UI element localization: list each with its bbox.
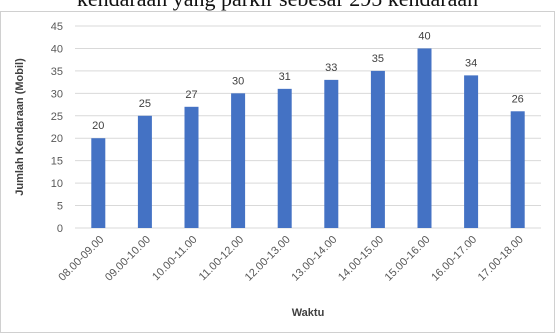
data-label: 40 <box>418 30 430 42</box>
x-tick-label: 10.00-11.00 <box>150 234 199 283</box>
y-tick-label: 40 <box>51 43 63 55</box>
data-label: 33 <box>325 62 337 74</box>
bar <box>417 48 432 228</box>
bar <box>464 75 479 228</box>
y-tick-label: 10 <box>51 178 63 190</box>
bar <box>277 88 292 228</box>
y-tick-label: 35 <box>51 66 63 78</box>
x-tick-label: 17.00-18.00 <box>476 234 526 284</box>
y-tick-label: 30 <box>51 88 63 100</box>
y-tick-label: 15 <box>51 156 63 168</box>
bar <box>231 93 246 228</box>
chart-area: 0 5 10 15 20 25 30 35 40 45 20 25 27 30 31 33 35 40 34 26 … <box>0 11 555 333</box>
x-axis-title: Waktu <box>292 307 325 319</box>
data-label: 30 <box>232 75 244 87</box>
x-tick-label: 08.00-09.00 <box>56 234 106 284</box>
x-tick-label: 12.00-13.00 <box>243 234 293 284</box>
x-tick-label: 09.00-10.00 <box>103 234 153 284</box>
data-label: 26 <box>512 93 524 105</box>
gridlines <box>75 25 541 229</box>
data-labels: 20 25 27 30 31 33 35 40 34 26 <box>92 30 524 132</box>
bar <box>137 115 152 228</box>
x-tick-label: 16.00-17.00 <box>429 234 479 284</box>
x-tick-label: 15.00-16.00 <box>383 234 433 284</box>
bar <box>184 106 199 228</box>
y-tick-label: 20 <box>51 133 63 145</box>
data-label: 35 <box>372 53 384 65</box>
data-label: 31 <box>279 71 291 83</box>
x-tick-label: 13.00-14.00 <box>289 234 339 284</box>
data-label: 20 <box>92 120 104 132</box>
data-label: 27 <box>185 89 197 101</box>
x-tick-label: 11.00-12.00 <box>197 234 246 283</box>
bar <box>370 70 385 228</box>
x-tick-label: 14.00-15.00 <box>336 234 386 284</box>
y-tick-label: 0 <box>57 223 63 235</box>
y-tick-label: 5 <box>57 201 63 213</box>
y-tick-labels: 0 5 10 15 20 25 30 35 40 45 <box>51 21 63 235</box>
bar <box>91 138 106 228</box>
bar <box>324 79 339 228</box>
data-label: 25 <box>139 98 151 110</box>
bars <box>91 48 525 228</box>
bar <box>510 111 525 228</box>
x-tick-labels: 08.00-09.0009.00-10.0010.00-11.0011.00-1… <box>56 234 525 284</box>
data-label: 34 <box>465 57 477 69</box>
y-tick-label: 25 <box>51 111 63 123</box>
caption-text: kendaraan yang parkir sebesar 295 kendar… <box>0 0 555 12</box>
y-axis-title: Jumlah Kendaraan (Mobil) <box>14 58 26 196</box>
y-tick-label: 45 <box>51 21 63 33</box>
